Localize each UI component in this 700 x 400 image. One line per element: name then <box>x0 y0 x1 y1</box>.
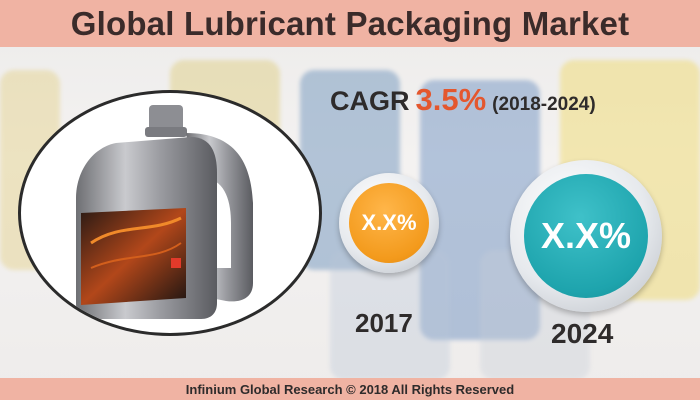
title-banner: Global Lubricant Packaging Market <box>0 0 700 47</box>
footer-banner: Infinium Global Research © 2018 All Righ… <box>0 378 700 400</box>
bubble-2017-value: X.X% <box>349 183 429 263</box>
bubble-2024: X.X% <box>510 160 662 312</box>
cagr-value: 3.5% <box>415 82 487 117</box>
bubble-2024-value: X.X% <box>524 174 648 298</box>
copyright-text: Infinium Global Research © 2018 All Righ… <box>185 381 515 397</box>
cagr-headline: CAGR 3.5% (2018-2024) <box>330 82 690 122</box>
cagr-label: CAGR <box>330 86 410 116</box>
lubricant-bottle-icon <box>76 105 253 319</box>
page-title: Global Lubricant Packaging Market <box>70 4 630 42</box>
cagr-period: (2018-2024) <box>492 94 596 115</box>
product-image-frame <box>18 90 322 336</box>
year-label-2024: 2024 <box>551 318 614 349</box>
bubble-2017: X.X% <box>339 173 439 273</box>
year-label-2017: 2017 <box>355 308 413 338</box>
